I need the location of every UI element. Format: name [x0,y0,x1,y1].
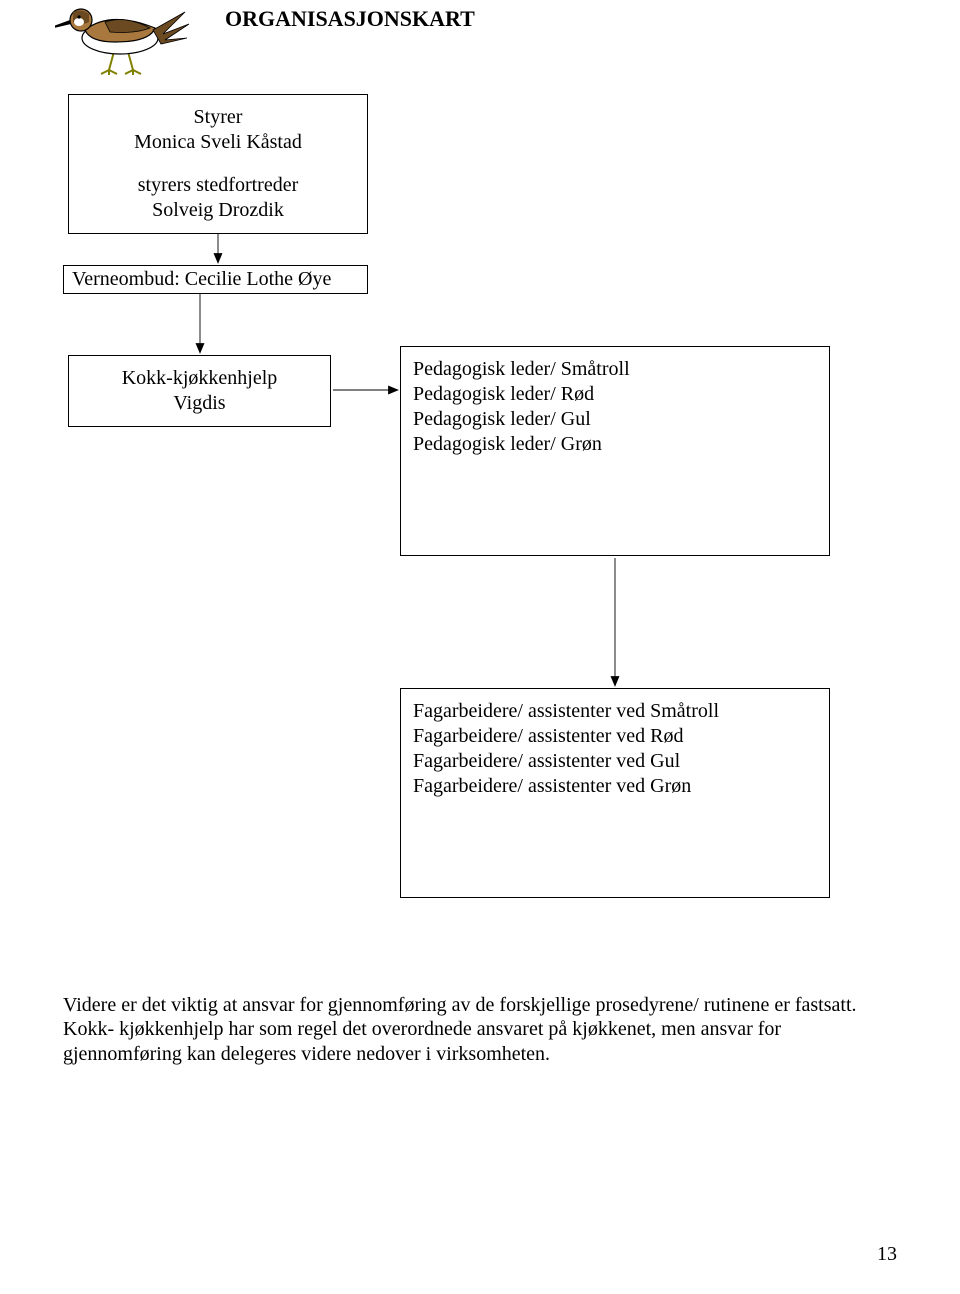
edge-styrer-verneombud [0,0,960,1294]
explanatory-paragraph: Videre er det viktig at ansvar for gjenn… [63,993,897,1066]
page-number: 13 [877,1243,897,1266]
